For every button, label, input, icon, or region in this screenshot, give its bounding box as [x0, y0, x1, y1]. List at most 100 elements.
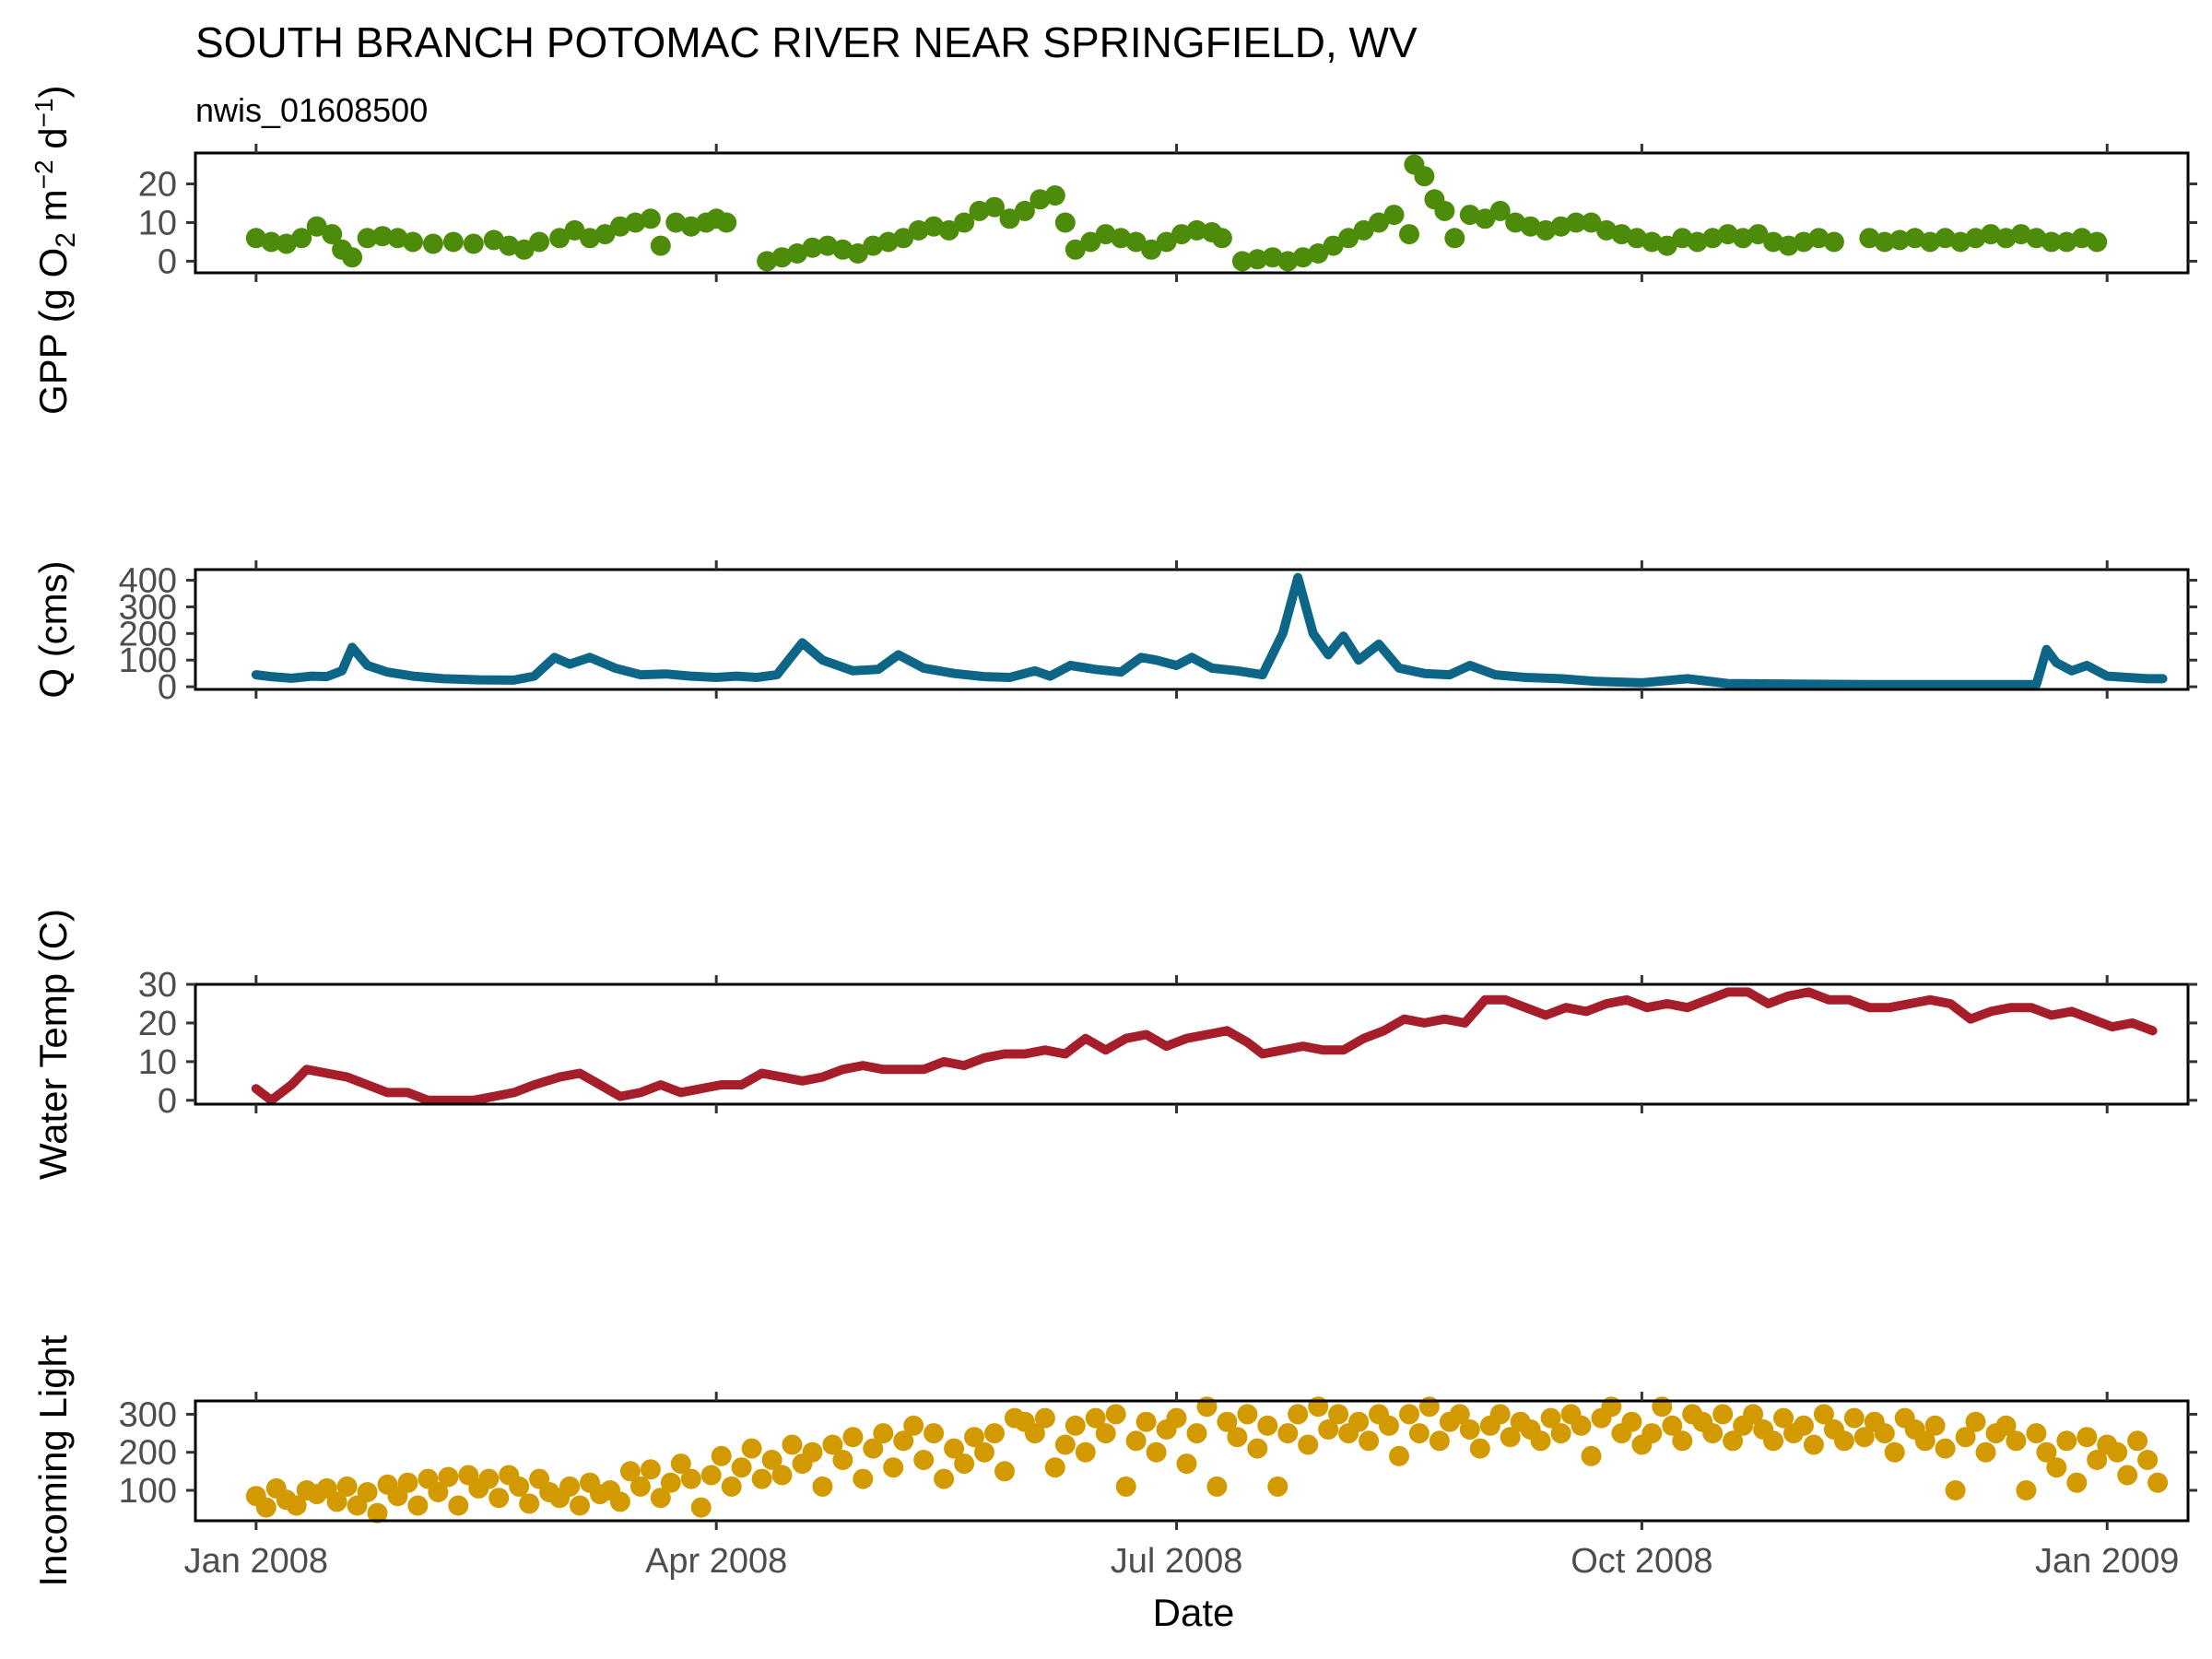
incoming-light-point-144: [1702, 1423, 1724, 1444]
incoming-light-point-124: [1500, 1427, 1521, 1448]
incoming-light-point-38: [629, 1476, 651, 1497]
incoming-light-point-131: [1571, 1415, 1592, 1436]
gpp-point-21: [580, 228, 600, 249]
gpp-y-tick-label-10: 10: [138, 204, 177, 242]
x-tick-label-2: Jul 2008: [1111, 1542, 1243, 1581]
gpp-point-108: [1889, 229, 1911, 251]
incoming-light-point-51: [761, 1450, 782, 1470]
incoming-light-point-112: [1379, 1415, 1399, 1436]
incoming-light-point-101: [1267, 1476, 1288, 1497]
y-axis-title-discharge: Q (cms): [31, 560, 75, 698]
gpp-point-54: [1080, 231, 1101, 253]
x-ticks-discharge: [254, 560, 2109, 699]
incoming-light-point-85: [1105, 1404, 1126, 1425]
gpp-point-44: [938, 219, 959, 241]
incoming-light-point-187: [2137, 1450, 2159, 1470]
gpp-point-16: [499, 235, 520, 256]
water-temp-y-tick-label-10: 10: [138, 1043, 177, 1082]
gpp-point-23: [609, 216, 630, 237]
incoming-light-point-32: [570, 1495, 590, 1516]
incoming-light-y-tick-label-100: 100: [119, 1472, 177, 1511]
incoming-light-point-11: [357, 1482, 378, 1502]
incoming-light-point-80: [1054, 1434, 1076, 1455]
gpp-point-89: [1581, 212, 1602, 233]
ylabel-suffix: ): [31, 85, 75, 98]
gpp-point-119: [2056, 231, 2077, 253]
discharge-y-tick-label-400: 400: [119, 562, 177, 601]
gpp-point-104: [1808, 228, 1830, 249]
panel-border-water-temp: [194, 982, 2190, 1106]
gpp-point-102: [1778, 235, 1799, 256]
gpp-point-52: [1054, 212, 1076, 233]
ylabel-sup2: −1: [29, 98, 58, 127]
gpp-point-55: [1095, 224, 1116, 245]
incoming-light-point-182: [2087, 1450, 2108, 1470]
incoming-light-point-62: [873, 1423, 894, 1444]
gpp-point-58: [1141, 239, 1162, 260]
gpp-point-91: [1611, 224, 1632, 245]
incoming-light-point-70: [954, 1453, 975, 1475]
incoming-light-point-78: [1034, 1407, 1055, 1429]
discharge-series-line: [251, 572, 2168, 689]
gpp-point-61: [1186, 219, 1207, 241]
gpp-point-18: [529, 231, 550, 253]
incoming-light-point-92: [1176, 1453, 1197, 1475]
incoming-light-point-173: [1995, 1415, 2017, 1436]
marks-water-temp: [251, 987, 2158, 1105]
incoming-light-point-174: [2006, 1430, 2027, 1452]
gpp-point-69: [1308, 243, 1329, 264]
incoming-light-point-4: [286, 1495, 307, 1516]
gpp-point-88: [1566, 212, 1586, 233]
gpp-point-39: [863, 235, 884, 256]
incoming-light-point-115: [1408, 1423, 1430, 1444]
incoming-light-point-146: [1723, 1430, 1744, 1452]
incoming-light-point-18: [428, 1482, 449, 1502]
ylabel-mid: m: [31, 189, 75, 232]
incoming-light-point-95: [1206, 1476, 1228, 1497]
gpp-point-111: [1935, 228, 1956, 249]
incoming-light-point-52: [771, 1465, 793, 1486]
gpp-point-22: [594, 224, 616, 245]
incoming-light-point-26: [509, 1476, 530, 1497]
incoming-light-point-36: [609, 1491, 630, 1512]
incoming-light-point-27: [519, 1493, 540, 1514]
marks-gpp: [245, 154, 2108, 272]
incoming-light-point-89: [1146, 1441, 1167, 1463]
water-temp-y-tick-label-30: 30: [138, 966, 177, 1005]
gpp-point-66: [1262, 247, 1283, 268]
incoming-light-point-48: [731, 1457, 752, 1478]
incoming-light-point-123: [1489, 1404, 1511, 1425]
incoming-light-point-42: [670, 1453, 691, 1475]
gpp-point-64: [1231, 251, 1253, 272]
incoming-light-point-99: [1247, 1438, 1268, 1459]
gpp-point-11: [403, 231, 423, 253]
incoming-light-point-140: [1662, 1415, 1683, 1436]
panel-border-gpp: [194, 151, 2190, 275]
incoming-light-point-84: [1095, 1423, 1116, 1444]
gpp-point-27: [665, 212, 687, 233]
incoming-light-point-104: [1298, 1434, 1319, 1455]
ylabel-prefix: GPP (g O: [31, 248, 75, 415]
incoming-light-point-175: [2016, 1480, 2037, 1500]
gpp-point-118: [2041, 231, 2062, 253]
gpp-y-tick-label-20: 20: [138, 166, 177, 205]
incoming-light-point-120: [1459, 1419, 1480, 1440]
gpp-point-59: [1156, 231, 1177, 253]
incoming-light-point-97: [1227, 1427, 1248, 1448]
incoming-light-point-31: [559, 1476, 581, 1497]
gpp-point-8: [357, 228, 378, 249]
incoming-light-point-169: [1955, 1427, 1976, 1448]
panel-border-incoming-light: [194, 1399, 2190, 1523]
incoming-light-point-170: [1965, 1411, 1986, 1432]
incoming-light-point-73: [984, 1423, 1005, 1444]
incoming-light-point-56: [812, 1476, 833, 1497]
incoming-light-point-93: [1186, 1423, 1207, 1444]
incoming-light-point-153: [1794, 1415, 1814, 1436]
gpp-point-106: [1859, 228, 1880, 249]
incoming-light-point-16: [407, 1495, 429, 1516]
incoming-light-point-71: [964, 1427, 984, 1448]
gpp-point-97: [1702, 228, 1724, 249]
incoming-light-point-100: [1257, 1415, 1278, 1436]
